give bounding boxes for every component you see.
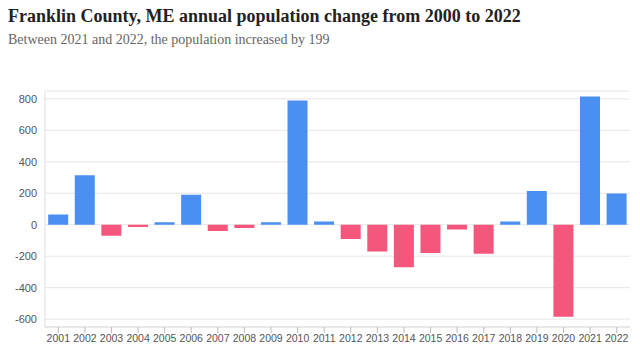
svg-text:2022: 2022: [605, 332, 629, 344]
svg-text:-600: -600: [15, 313, 37, 325]
svg-text:600: 600: [19, 124, 37, 136]
svg-text:2021: 2021: [578, 332, 602, 344]
svg-text:800: 800: [19, 93, 37, 105]
svg-text:2018: 2018: [499, 332, 523, 344]
svg-text:200: 200: [19, 187, 37, 199]
svg-text:-400: -400: [15, 282, 37, 294]
svg-text:2019: 2019: [525, 332, 549, 344]
svg-text:0: 0: [31, 219, 37, 231]
html-text:Franklin County, ME annual pop: Franklin County, ME annual population ch…: [8, 6, 521, 26]
svg-text:2005: 2005: [153, 332, 177, 344]
svg-text:2006: 2006: [180, 332, 204, 344]
svg-text:2020: 2020: [552, 332, 576, 344]
svg-text:2015: 2015: [419, 332, 443, 344]
svg-text:2007: 2007: [206, 332, 230, 344]
svg-text:2001: 2001: [47, 332, 71, 344]
svg-text:2002: 2002: [73, 332, 97, 344]
svg-text:2012: 2012: [339, 332, 363, 344]
svg-text:2008: 2008: [233, 332, 257, 344]
svg-text:2011: 2011: [313, 332, 336, 344]
svg-text:400: 400: [19, 156, 37, 168]
svg-text:2016: 2016: [445, 332, 469, 344]
svg-text:2003: 2003: [100, 332, 124, 344]
svg-text:2009: 2009: [259, 332, 283, 344]
svg-text:2014: 2014: [392, 332, 416, 344]
html-text:Between 2021 and 2022, the pop: Between 2021 and 2022, the population in…: [8, 32, 330, 47]
svg-text:2010: 2010: [286, 332, 310, 344]
svg-text:2017: 2017: [472, 332, 496, 344]
svg-text:2004: 2004: [126, 332, 150, 344]
svg-text:-200: -200: [15, 250, 37, 262]
svg-text:2013: 2013: [366, 332, 390, 344]
